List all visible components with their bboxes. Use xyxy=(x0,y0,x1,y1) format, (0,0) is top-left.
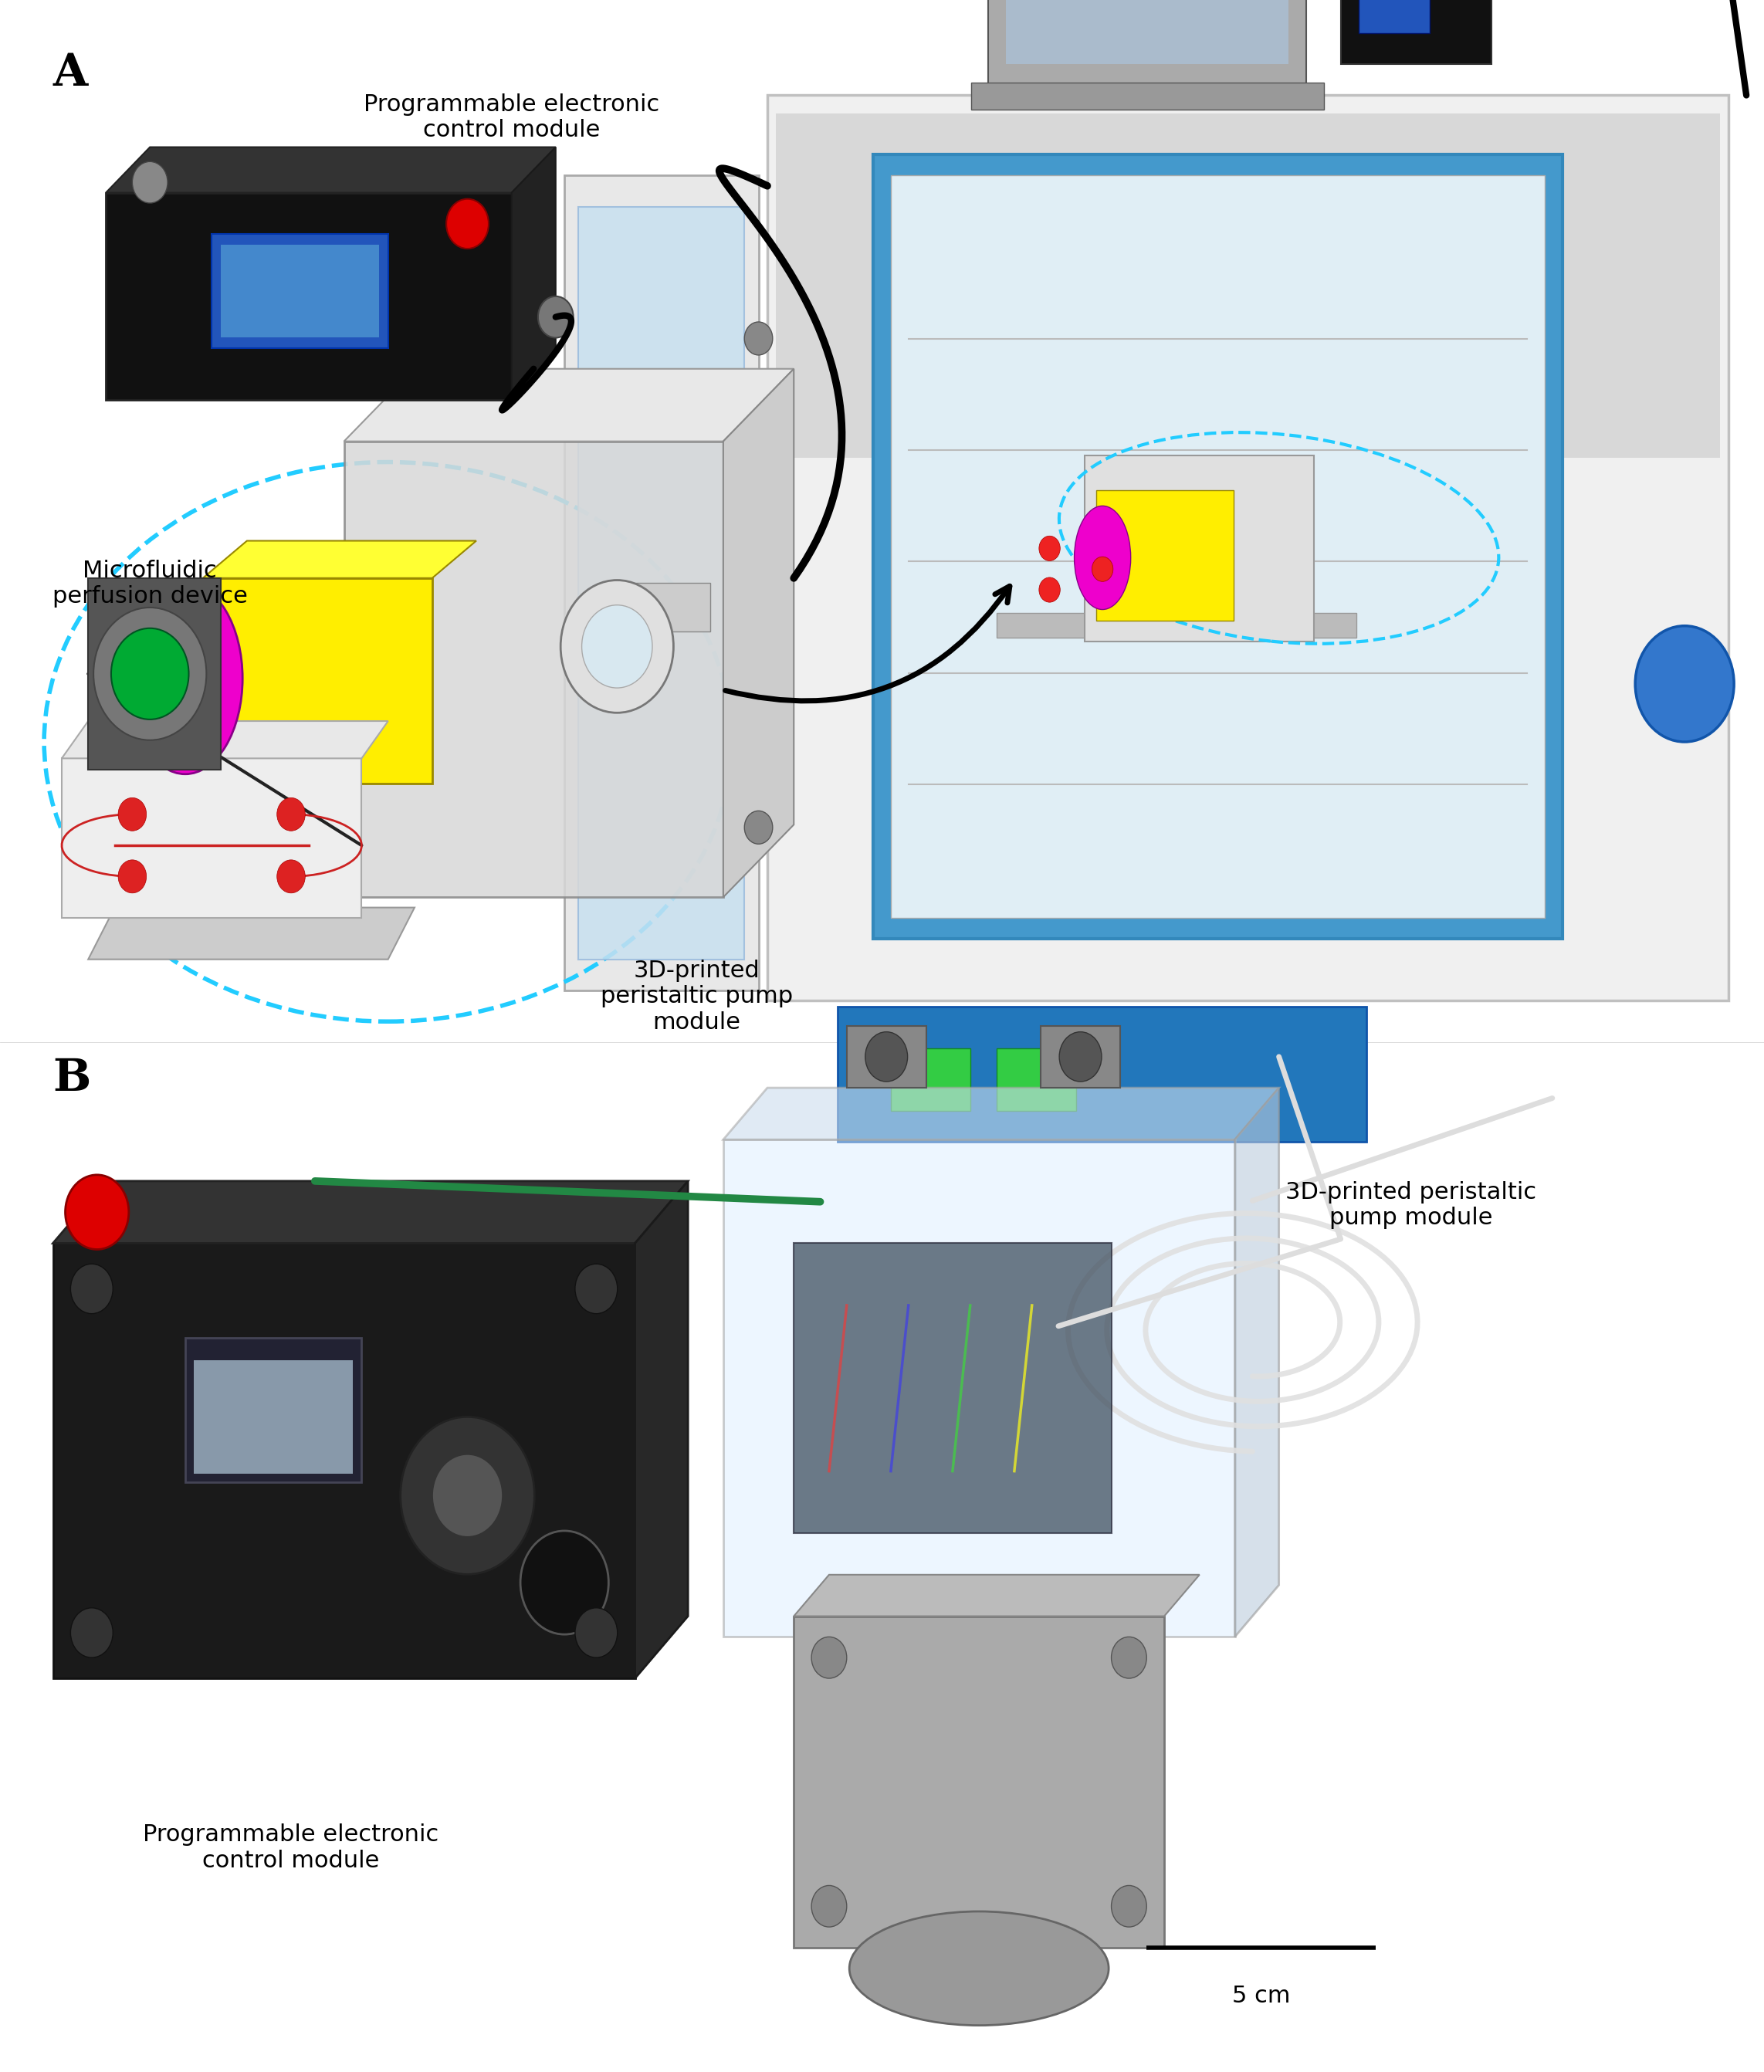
Circle shape xyxy=(538,296,573,338)
Bar xyxy=(220,244,379,338)
Bar xyxy=(873,155,1563,939)
Circle shape xyxy=(744,321,773,354)
Circle shape xyxy=(132,162,168,203)
Polygon shape xyxy=(344,369,794,441)
Circle shape xyxy=(1111,1886,1147,1927)
Circle shape xyxy=(744,810,773,843)
Polygon shape xyxy=(203,541,476,578)
Circle shape xyxy=(71,1608,113,1658)
Bar xyxy=(794,1616,1164,1948)
Circle shape xyxy=(575,1264,617,1314)
Bar xyxy=(1041,1026,1120,1088)
Ellipse shape xyxy=(850,1910,1108,2026)
Bar xyxy=(970,83,1323,110)
Text: 3D-printed peristaltic
pump module: 3D-printed peristaltic pump module xyxy=(1286,1181,1536,1229)
Polygon shape xyxy=(53,1181,688,1243)
Bar xyxy=(1341,0,1491,64)
Circle shape xyxy=(111,628,189,719)
Circle shape xyxy=(811,1637,847,1678)
Polygon shape xyxy=(88,908,415,959)
Bar xyxy=(564,176,759,990)
Text: Programmable electronic
control module: Programmable electronic control module xyxy=(143,1823,439,1871)
Bar xyxy=(1095,491,1233,622)
Polygon shape xyxy=(635,1181,688,1678)
Bar xyxy=(194,1359,353,1473)
Bar xyxy=(53,1243,635,1678)
Bar xyxy=(838,1007,1367,1142)
Circle shape xyxy=(864,1032,907,1082)
Bar xyxy=(997,1048,1076,1111)
Circle shape xyxy=(277,860,305,893)
Circle shape xyxy=(1058,1032,1101,1082)
Circle shape xyxy=(575,1608,617,1658)
Bar xyxy=(203,578,432,783)
Bar xyxy=(776,114,1720,458)
Polygon shape xyxy=(1235,1088,1279,1637)
Text: Programmable electronic
control module: Programmable electronic control module xyxy=(363,93,660,141)
Bar xyxy=(185,1339,362,1484)
Polygon shape xyxy=(723,1088,1279,1140)
Text: B: B xyxy=(53,1057,92,1100)
Bar xyxy=(723,1140,1235,1637)
Bar xyxy=(891,1048,970,1111)
Bar xyxy=(794,1243,1111,1533)
Circle shape xyxy=(400,1417,534,1575)
Bar xyxy=(62,758,362,918)
Bar xyxy=(1358,0,1429,33)
Circle shape xyxy=(520,1531,609,1635)
Circle shape xyxy=(582,605,653,688)
Circle shape xyxy=(277,798,305,831)
Bar xyxy=(579,207,744,959)
Circle shape xyxy=(1092,557,1113,582)
Bar xyxy=(1085,456,1314,642)
Bar xyxy=(344,441,723,897)
Circle shape xyxy=(93,607,206,740)
Ellipse shape xyxy=(1074,506,1131,609)
Bar xyxy=(847,1026,926,1088)
Circle shape xyxy=(65,1175,129,1249)
Text: 3D-printed
peristaltic pump
module: 3D-printed peristaltic pump module xyxy=(600,959,794,1034)
Text: Microfluidic
perfusion device: Microfluidic perfusion device xyxy=(53,559,247,607)
Circle shape xyxy=(118,860,146,893)
Bar xyxy=(88,578,220,769)
Bar xyxy=(891,176,1545,918)
Circle shape xyxy=(446,199,489,249)
Bar xyxy=(212,234,388,348)
Polygon shape xyxy=(62,721,388,758)
Bar xyxy=(997,613,1357,638)
Bar xyxy=(1005,0,1288,64)
Circle shape xyxy=(1039,578,1060,603)
Text: A: A xyxy=(53,52,88,95)
Circle shape xyxy=(1039,537,1060,562)
Circle shape xyxy=(118,798,146,831)
Circle shape xyxy=(432,1455,503,1537)
Polygon shape xyxy=(794,1575,1200,1616)
Circle shape xyxy=(1111,1637,1147,1678)
Circle shape xyxy=(561,580,674,713)
Text: 5 cm: 5 cm xyxy=(1231,1985,1291,2008)
Circle shape xyxy=(1635,626,1734,742)
Bar xyxy=(614,582,709,632)
Bar xyxy=(767,95,1729,1001)
Polygon shape xyxy=(723,369,794,897)
Polygon shape xyxy=(512,147,556,400)
Circle shape xyxy=(811,1886,847,1927)
Circle shape xyxy=(71,1264,113,1314)
Ellipse shape xyxy=(129,582,243,775)
Polygon shape xyxy=(106,147,556,193)
Bar xyxy=(988,0,1305,85)
Bar xyxy=(106,193,512,400)
